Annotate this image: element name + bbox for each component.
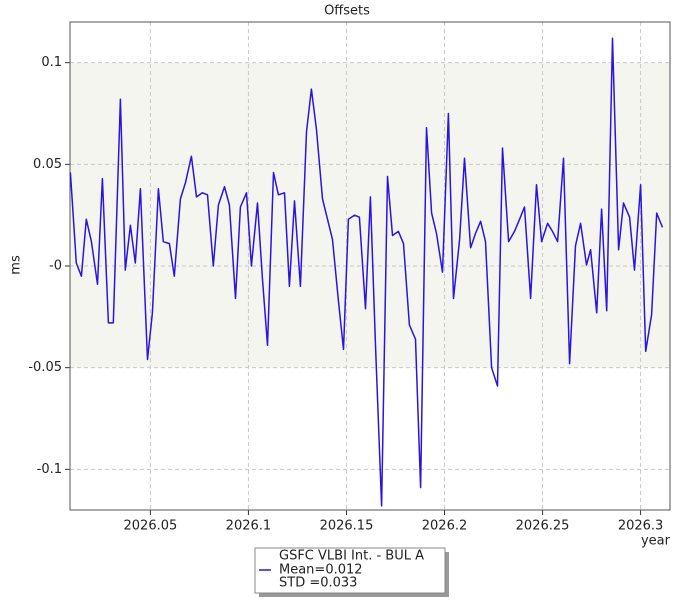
- x-axis-label: year: [641, 534, 671, 549]
- y-tick-label: -0.1: [37, 462, 62, 477]
- y-tick-label: 0.1: [41, 55, 62, 70]
- x-tick-label: 2026.2: [422, 519, 468, 534]
- x-tick-label: 2026.3: [618, 519, 664, 534]
- y-axis-label: ms: [9, 255, 24, 275]
- x-tick-label: 2026.25: [516, 519, 570, 534]
- legend-mean: Mean=0.012: [279, 563, 363, 578]
- plot-frame: [69, 21, 671, 511]
- data-line: [69, 37, 664, 507]
- y-tick-label: -0: [49, 259, 62, 274]
- legend-box: [254, 547, 446, 594]
- chart-title: Offsets: [324, 4, 370, 19]
- y-tick-label: -0.05: [28, 360, 62, 375]
- y-tick-label: 0.05: [33, 157, 62, 172]
- legend: GSFC VLBI Int. - BUL A Mean=0.012 STD =0…: [254, 547, 449, 597]
- x-tick-label: 2026.15: [320, 519, 374, 534]
- x-tick-label: 2026.1: [226, 519, 272, 534]
- legend-std: STD =0.033: [279, 576, 357, 591]
- x-tick-label: 2026.05: [124, 519, 178, 534]
- legend-label: GSFC VLBI Int. - BUL A: [279, 549, 424, 564]
